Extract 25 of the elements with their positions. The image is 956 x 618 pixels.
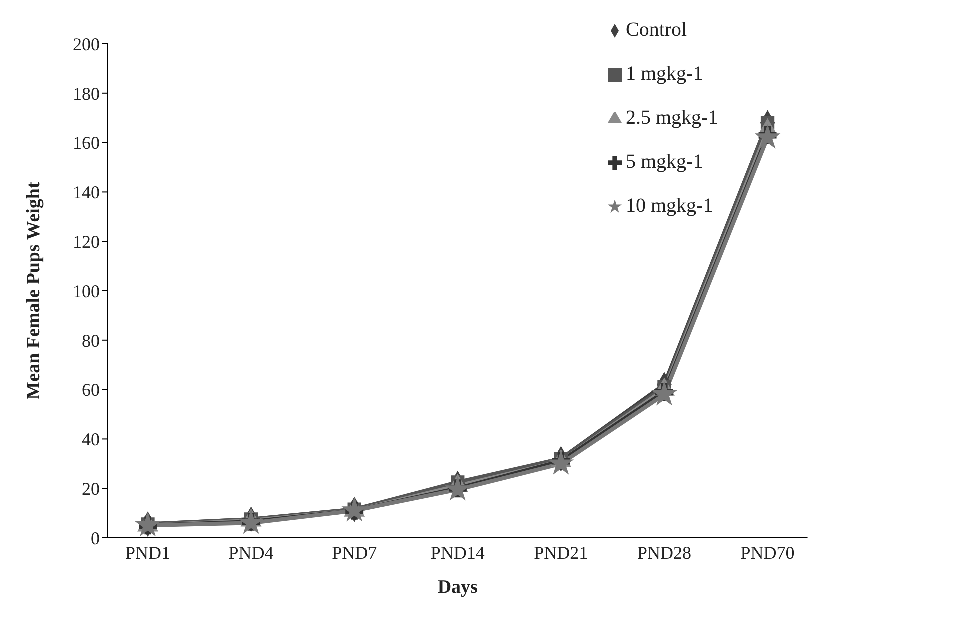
y-tick-label: 160 [73,133,100,154]
x-tick-label: PND14 [430,542,485,563]
x-axis-title: Days [438,577,478,598]
y-tick-label: 180 [73,84,100,104]
y-tick-label: 20 [82,478,100,499]
x-tick-label: PND4 [228,542,274,563]
y-tick-label: 120 [73,232,100,252]
x-tick-label: PND1 [125,542,171,563]
x-tick-label: PND70 [740,542,795,563]
y-tick-label: 140 [73,182,100,203]
legend-label: 5 mgkg-1 [626,151,704,173]
y-tick-label: 0 [91,528,100,548]
legend-label: 2.5 mgkg-1 [626,107,718,129]
x-tick-label: PND7 [332,542,378,563]
y-tick-label: 80 [82,330,100,351]
legend-label: Control [626,19,688,41]
y-axis-title: Mean Female Pups Weight [24,182,45,400]
y-tick-label: 200 [73,34,100,54]
y-tick-label: 100 [73,281,100,302]
legend-label: 1 mgkg-1 [626,63,704,85]
x-tick-label: PND21 [534,542,588,563]
y-tick-label: 40 [82,430,100,450]
x-tick-label: PND28 [637,542,692,563]
y-tick-label: 60 [82,380,100,400]
legend-label: 10 mgkg-1 [626,195,714,217]
